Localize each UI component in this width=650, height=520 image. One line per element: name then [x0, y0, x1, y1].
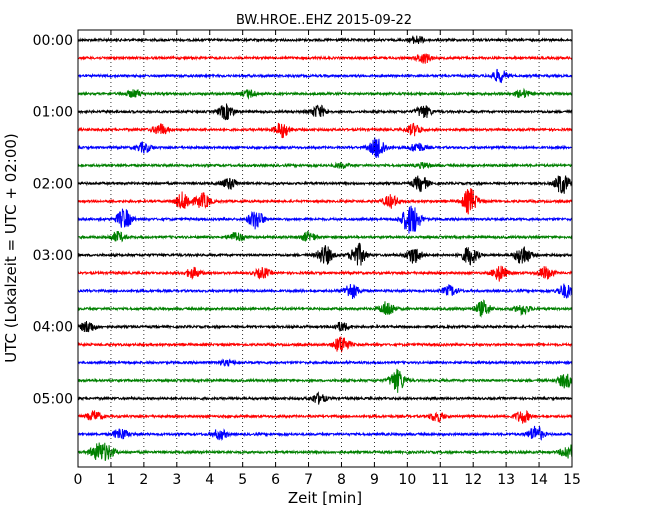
x-axis-label: Zeit [min]: [288, 489, 362, 507]
x-tick-label: 2: [139, 472, 148, 488]
y-tick-label: 04:00: [33, 320, 73, 336]
trace-line: [77, 299, 573, 318]
y-tick-label: 02:00: [33, 176, 73, 192]
trace-line: [77, 425, 573, 441]
trace-line: [77, 368, 573, 393]
x-tick-label: 6: [271, 472, 280, 488]
x-tick-label: 4: [205, 472, 214, 488]
x-axis-ticks: 0 1 2 3 4 5 6 7 8 9 10 11 12 13 14 15: [74, 30, 581, 488]
trace-line: [77, 442, 573, 461]
trace-line: [77, 409, 573, 424]
x-tick-label: 11: [431, 472, 449, 488]
trace-line: [77, 175, 573, 194]
vertical-grid: [110, 30, 540, 467]
trace-line: [77, 103, 573, 121]
trace-line: [77, 53, 573, 64]
x-tick-label: 15: [563, 472, 581, 488]
trace-line: [77, 391, 573, 405]
trace-line: [77, 188, 573, 215]
x-tick-label: 8: [337, 472, 346, 488]
trace-line: [77, 242, 573, 266]
x-tick-label: 12: [464, 472, 482, 488]
x-tick-label: 1: [106, 472, 115, 488]
trace-line: [77, 205, 573, 234]
trace-line: [77, 137, 573, 159]
trace-line: [77, 161, 573, 170]
x-tick-label: 5: [238, 472, 247, 488]
x-tick-label: 10: [398, 472, 416, 488]
y-tick-label: 00:00: [33, 33, 73, 49]
y-tick-label: 05:00: [33, 391, 73, 407]
x-tick-label: 14: [530, 472, 548, 488]
trace-line: [77, 358, 573, 367]
x-tick-label: 13: [497, 472, 515, 488]
trace-line: [77, 265, 573, 282]
trace-line: [77, 336, 573, 353]
trace-line: [77, 87, 573, 100]
y-axis-ticks: 00:00 01:00 02:00 03:00 04:00 05:00: [33, 33, 572, 407]
x-tick-label: 9: [370, 472, 379, 488]
trace-line: [77, 68, 573, 84]
trace-line: [77, 320, 573, 333]
y-tick-label: 01:00: [33, 105, 73, 121]
trace-line: [77, 35, 573, 45]
trace-line: [77, 122, 573, 139]
y-axis-label: UTC (Lokalzeit = UTC + 02:00): [2, 133, 20, 363]
x-tick-label: 0: [74, 472, 83, 488]
x-tick-label: 3: [172, 472, 181, 488]
chart-title: BW.HROE..EHZ 2015-09-22: [236, 13, 412, 28]
trace-group: [77, 35, 573, 461]
plot-frame: [77, 29, 573, 468]
trace-line: [77, 283, 573, 300]
x-tick-label: 7: [304, 472, 313, 488]
y-tick-label: 03:00: [33, 248, 73, 264]
trace-line: [77, 230, 573, 243]
